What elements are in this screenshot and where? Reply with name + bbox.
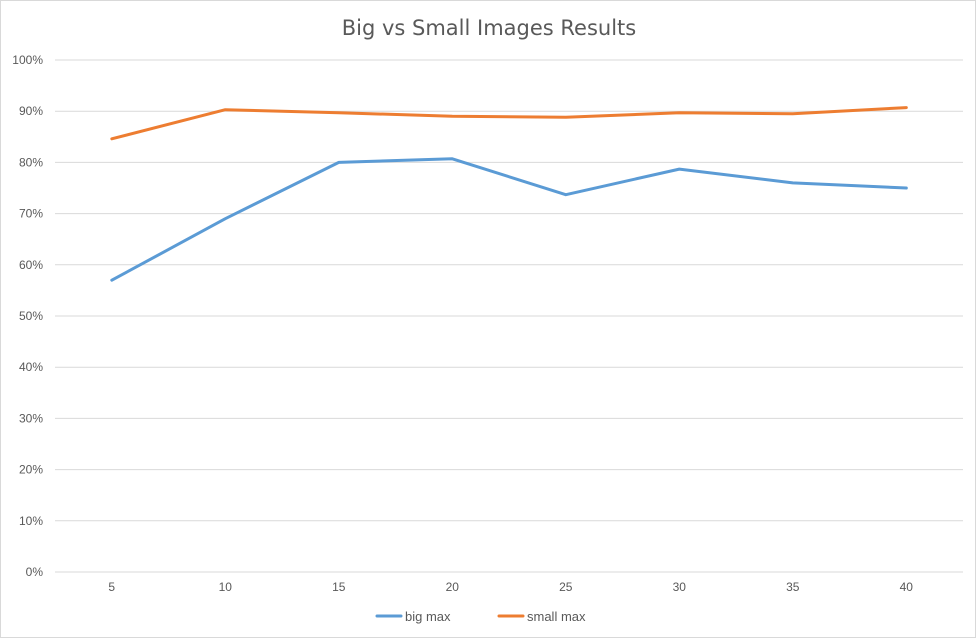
y-tick-label: 40% [19, 360, 43, 374]
x-axis-ticks: 5 10 15 20 25 30 35 40 [108, 580, 913, 594]
x-tick-label: 20 [446, 580, 460, 594]
x-tick-label: 10 [219, 580, 233, 594]
y-tick-label: 80% [19, 155, 43, 169]
y-tick-label: 10% [19, 514, 43, 528]
series-lines [110, 106, 908, 282]
gridlines [55, 59, 963, 573]
legend: big max small max [375, 609, 586, 624]
legend-label-small-max: small max [527, 609, 586, 624]
x-tick-label: 5 [108, 580, 115, 594]
y-tick-label: 90% [19, 104, 43, 118]
y-axis-ticks: 0% 10% 20% 30% 40% 50% 60% 70% 80% 90% 100% [12, 53, 43, 579]
x-tick-label: 30 [673, 580, 687, 594]
legend-label-big-max: big max [405, 609, 451, 624]
x-tick-label: 15 [332, 580, 346, 594]
x-tick-label: 40 [900, 580, 914, 594]
x-tick-label: 35 [786, 580, 800, 594]
y-tick-label: 100% [12, 53, 43, 67]
y-tick-label: 0% [26, 565, 44, 579]
x-tick-label: 25 [559, 580, 573, 594]
y-tick-label: 30% [19, 411, 43, 425]
series-line-small-max [110, 106, 908, 141]
y-tick-label: 50% [19, 309, 43, 323]
series-line-big-max [110, 157, 908, 282]
y-tick-label: 20% [19, 463, 43, 477]
y-tick-label: 70% [19, 207, 43, 221]
y-tick-label: 60% [19, 258, 43, 272]
chart-title: Big vs Small Images Results [342, 16, 637, 40]
